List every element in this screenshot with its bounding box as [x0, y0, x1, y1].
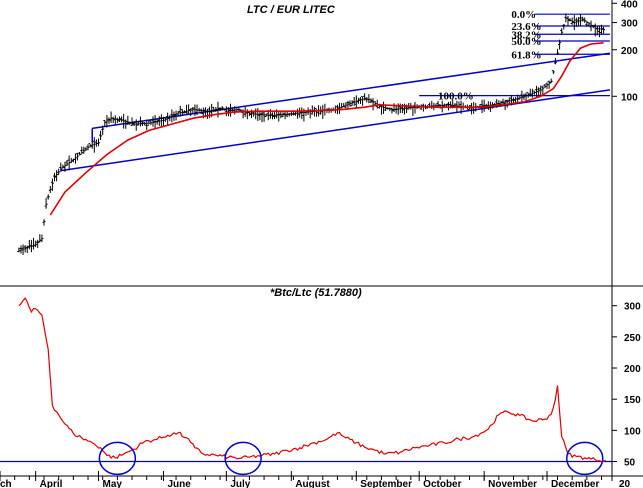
- x-axis: ch April May June July August September October…: [0, 471, 631, 488]
- fibonacci-level-label: 23.6%: [511, 21, 541, 33]
- x-axis-tick-label: October: [423, 479, 461, 488]
- ratio-panel: 300 250 200 150 100 50: [0, 297, 641, 476]
- ratio-y-tick-label: 150: [624, 395, 641, 406]
- fibonacci-level-label: 100.0%: [438, 91, 474, 103]
- highlight-circle: [98, 441, 137, 476]
- ratio-y-tick-label: 200: [624, 364, 641, 375]
- price-y-tick-label: 300: [621, 19, 638, 30]
- ratio-y-tick-label: 300: [624, 302, 641, 313]
- ratio-y-tick-label: 50: [624, 458, 636, 469]
- x-axis-tick-label: August: [295, 479, 330, 488]
- price-panel-title: LTC / EUR LITEC: [247, 4, 336, 16]
- highlight-circle: [566, 441, 604, 476]
- ratio-line: [18, 297, 606, 463]
- highlight-circle: [224, 441, 262, 476]
- ratio-panel-title: *Btc/Ltc (51.7880): [270, 287, 362, 299]
- fibonacci-level-label: 50.0%: [511, 36, 541, 48]
- x-axis-tick-label: December: [551, 479, 599, 488]
- x-axis-tick-label: September: [360, 479, 412, 488]
- ratio-y-tick-label: 250: [624, 333, 641, 344]
- price-y-tick-label: 400: [621, 0, 638, 10]
- moving-average-line: [49, 42, 604, 216]
- x-axis-tick-label: June: [167, 479, 191, 488]
- x-axis-tick-label: July: [230, 479, 250, 488]
- ratio-y-tick-label: 100: [624, 426, 641, 437]
- price-y-tick-label: 100: [621, 92, 638, 103]
- x-axis-tick-label: ch: [0, 479, 12, 488]
- x-axis-tick-label: May: [103, 479, 123, 488]
- price-y-tick-label: 200: [621, 46, 638, 57]
- x-axis-tick-label: November: [488, 479, 537, 488]
- fibonacci-level-label: 38.2%: [511, 29, 541, 41]
- fibonacci-level-label: 61.8%: [511, 49, 541, 61]
- x-axis-tick-label: April: [40, 479, 63, 488]
- price-panel: 400 300 200 100 0.0%23.6%38.2%50.0%61.8% 100.…: [17, 0, 638, 255]
- x-axis-tick-label: 20: [619, 479, 631, 488]
- fibonacci-level-label: 0.0%: [511, 9, 536, 21]
